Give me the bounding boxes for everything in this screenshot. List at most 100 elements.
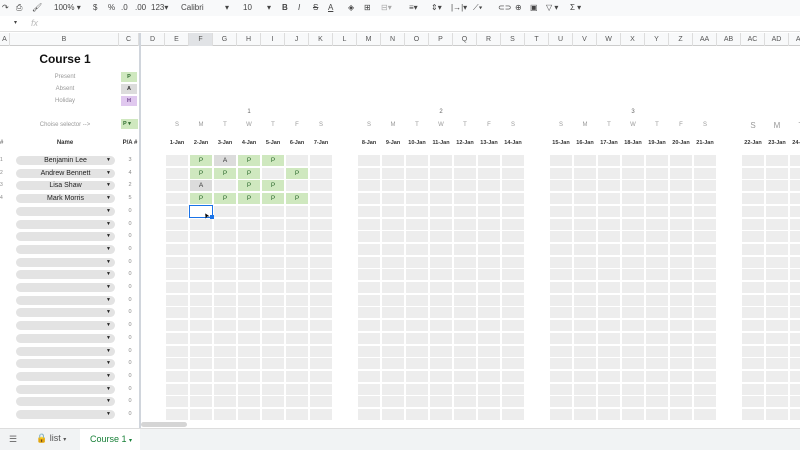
- attendance-cell[interactable]: [262, 269, 284, 281]
- attendance-cell[interactable]: [358, 332, 380, 344]
- attendance-cell[interactable]: P: [262, 155, 284, 166]
- attendance-cell[interactable]: [262, 358, 284, 370]
- attendance-cell[interactable]: [430, 205, 452, 217]
- attendance-cell[interactable]: [694, 345, 716, 357]
- attendance-cell[interactable]: [622, 307, 644, 319]
- attendance-cell[interactable]: [406, 370, 428, 382]
- attendance-cell[interactable]: [694, 396, 716, 408]
- attendance-cell[interactable]: [574, 243, 596, 255]
- attendance-cell[interactable]: [454, 396, 476, 408]
- attendance-cell[interactable]: [478, 409, 500, 420]
- attendance-cell[interactable]: [478, 383, 500, 395]
- attendance-cell[interactable]: [694, 269, 716, 281]
- attendance-cell[interactable]: [622, 294, 644, 306]
- attendance-cell[interactable]: [454, 370, 476, 382]
- attendance-cell[interactable]: [478, 307, 500, 319]
- attendance-cell[interactable]: P: [238, 167, 260, 179]
- column-header[interactable]: H: [237, 33, 261, 46]
- attendance-cell[interactable]: [574, 218, 596, 230]
- attendance-cell[interactable]: [382, 269, 404, 281]
- attendance-cell[interactable]: [454, 205, 476, 217]
- attendance-cell[interactable]: [478, 167, 500, 179]
- attendance-cell[interactable]: [358, 231, 380, 243]
- attendance-cell[interactable]: [598, 193, 620, 205]
- attendance-cell[interactable]: [670, 180, 692, 192]
- attendance-cell[interactable]: [502, 167, 524, 179]
- attendance-cell[interactable]: [238, 332, 260, 344]
- attendance-cell[interactable]: [790, 409, 800, 420]
- attendance-cell[interactable]: [166, 345, 188, 357]
- attendance-cell[interactable]: [382, 205, 404, 217]
- attendance-cell[interactable]: [598, 167, 620, 179]
- attendance-cell[interactable]: [574, 294, 596, 306]
- attendance-cell[interactable]: [190, 307, 212, 319]
- attendance-cell[interactable]: [598, 205, 620, 217]
- attendance-cell[interactable]: [430, 243, 452, 255]
- column-header[interactable]: W: [597, 33, 621, 46]
- attendance-cell[interactable]: [406, 155, 428, 166]
- attendance-cell[interactable]: [742, 180, 764, 192]
- attendance-cell[interactable]: [646, 256, 668, 268]
- attendance-cell[interactable]: [214, 231, 236, 243]
- attendance-cell[interactable]: [694, 243, 716, 255]
- attendance-cell[interactable]: [766, 155, 788, 166]
- attendance-cell[interactable]: [262, 370, 284, 382]
- attendance-cell[interactable]: [550, 205, 572, 217]
- attendance-cell[interactable]: [166, 383, 188, 395]
- attendance-cell[interactable]: [574, 155, 596, 166]
- attendance-cell[interactable]: [358, 269, 380, 281]
- column-header[interactable]: AA: [693, 33, 717, 46]
- attendance-cell[interactable]: [238, 383, 260, 395]
- attendance-cell[interactable]: [646, 320, 668, 332]
- attendance-cell[interactable]: [670, 307, 692, 319]
- attendance-cell[interactable]: [190, 345, 212, 357]
- attendance-cell[interactable]: [670, 383, 692, 395]
- attendance-cell[interactable]: [670, 167, 692, 179]
- student-name-dropdown[interactable]: ▼: [16, 397, 115, 407]
- column-header[interactable]: N: [381, 33, 405, 46]
- attendance-cell[interactable]: [286, 307, 308, 319]
- attendance-cell[interactable]: [238, 358, 260, 370]
- attendance-cell[interactable]: [190, 320, 212, 332]
- attendance-cell[interactable]: [430, 218, 452, 230]
- attendance-cell[interactable]: [262, 218, 284, 230]
- attendance-cell[interactable]: [766, 358, 788, 370]
- freeze-divider[interactable]: [139, 33, 141, 428]
- attendance-cell[interactable]: [622, 180, 644, 192]
- attendance-cell[interactable]: [646, 269, 668, 281]
- align-icon[interactable]: ≡▾: [409, 3, 418, 12]
- attendance-cell[interactable]: [766, 256, 788, 268]
- chart-icon[interactable]: ▣: [530, 3, 538, 12]
- attendance-cell[interactable]: [694, 231, 716, 243]
- attendance-cell[interactable]: [550, 409, 572, 420]
- attendance-cell[interactable]: [502, 320, 524, 332]
- column-header[interactable]: Q: [453, 33, 477, 46]
- attendance-cell[interactable]: [358, 307, 380, 319]
- attendance-cell[interactable]: [766, 180, 788, 192]
- attendance-cell[interactable]: [262, 243, 284, 255]
- attendance-cell[interactable]: [166, 307, 188, 319]
- attendance-cell[interactable]: [670, 332, 692, 344]
- attendance-cell[interactable]: [382, 396, 404, 408]
- attendance-cell[interactable]: [262, 307, 284, 319]
- attendance-cell[interactable]: [382, 243, 404, 255]
- attendance-cell[interactable]: [478, 345, 500, 357]
- attendance-cell[interactable]: [694, 370, 716, 382]
- attendance-cell[interactable]: [430, 307, 452, 319]
- column-header[interactable]: R: [477, 33, 501, 46]
- attendance-cell[interactable]: [406, 345, 428, 357]
- attendance-cell[interactable]: [742, 383, 764, 395]
- font-size-select[interactable]: 10 ▾: [243, 3, 272, 12]
- attendance-cell[interactable]: [358, 345, 380, 357]
- attendance-cell[interactable]: [574, 256, 596, 268]
- attendance-cell[interactable]: [166, 370, 188, 382]
- attendance-cell[interactable]: [646, 370, 668, 382]
- attendance-cell[interactable]: [262, 167, 284, 179]
- attendance-cell[interactable]: [382, 294, 404, 306]
- attendance-cell[interactable]: [598, 307, 620, 319]
- functions-icon[interactable]: Σ ▾: [570, 3, 582, 12]
- attendance-cell[interactable]: [454, 180, 476, 192]
- attendance-cell[interactable]: [502, 256, 524, 268]
- attendance-cell[interactable]: [190, 269, 212, 281]
- attendance-cell[interactable]: [310, 370, 332, 382]
